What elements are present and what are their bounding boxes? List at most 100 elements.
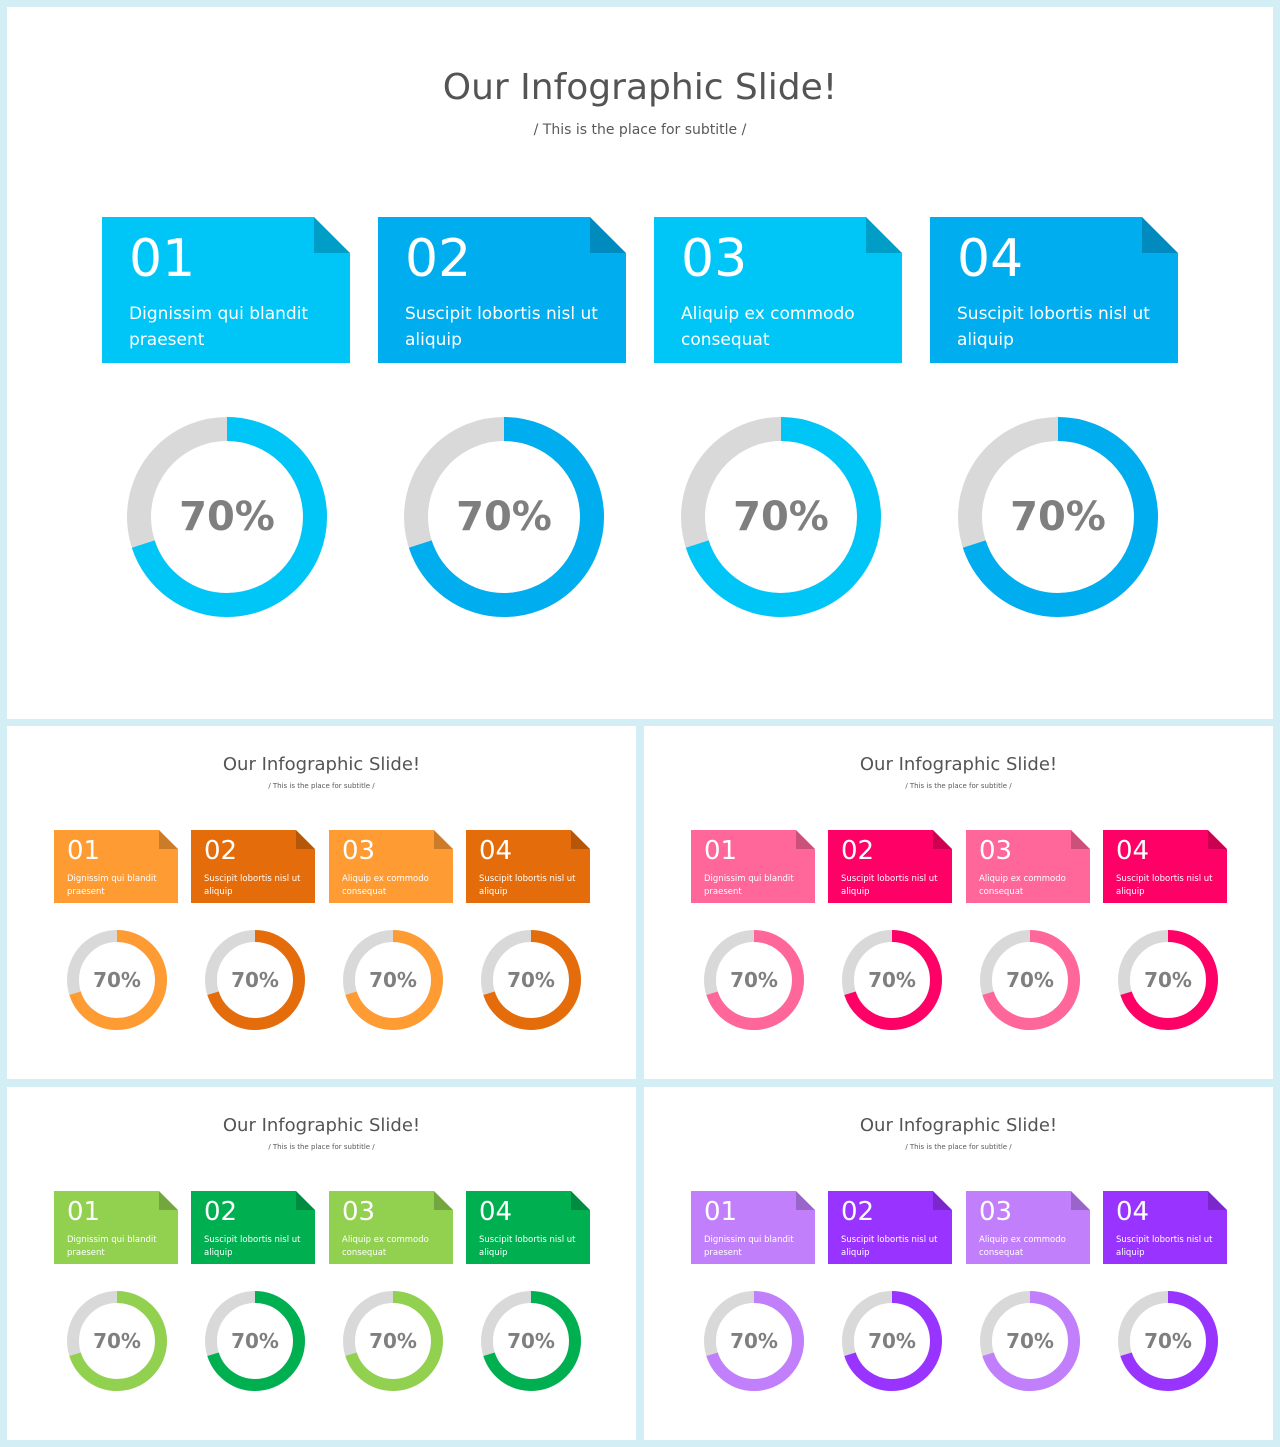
donut-progress-arc bbox=[67, 930, 167, 1030]
info-card-03: 03 Aliquip ex commodo consequat bbox=[329, 830, 453, 903]
donut-percent-label: 70% bbox=[730, 968, 778, 992]
card-number: 03 bbox=[979, 1197, 1013, 1227]
card-number: 02 bbox=[841, 1197, 875, 1227]
donut-svg: 70% bbox=[343, 1291, 443, 1391]
donut-percent-label: 70% bbox=[369, 1329, 417, 1353]
donut-chart-02: 70% bbox=[203, 1289, 307, 1393]
card-caption: Suscipit lobortis nisl ut aliquip bbox=[479, 1235, 576, 1258]
slide-pink: Our Infographic Slide! / This is the plac… bbox=[644, 726, 1273, 1079]
page-fold-corner bbox=[1208, 830, 1227, 849]
donut-chart-03: 70% bbox=[978, 928, 1082, 1032]
card-caption: Aliquip ex commodo consequat bbox=[681, 304, 855, 350]
slide-title: Our Infographic Slide! bbox=[222, 1115, 421, 1136]
card-caption: Suscipit lobortis nisl ut aliquip bbox=[405, 304, 598, 350]
donut-svg: 70% bbox=[980, 930, 1080, 1030]
slide-title: Our Infographic Slide! bbox=[859, 754, 1058, 775]
page-fold-corner bbox=[796, 830, 815, 849]
slide-purple: Our Infographic Slide! / This is the plac… bbox=[644, 1087, 1273, 1440]
page-fold-corner bbox=[1208, 1191, 1227, 1210]
donut-percent-label: 70% bbox=[507, 968, 555, 992]
donut-svg: 70% bbox=[681, 417, 881, 617]
page-fold-corner bbox=[314, 217, 350, 253]
donut-svg: 70% bbox=[481, 930, 581, 1030]
slide-title: Our Infographic Slide! bbox=[859, 1115, 1058, 1136]
donut-chart-04: 70% bbox=[479, 1289, 583, 1393]
page-fold-corner bbox=[159, 1191, 178, 1210]
donut-chart-03: 70% bbox=[978, 1289, 1082, 1393]
donut-progress-arc bbox=[704, 1291, 804, 1391]
card-caption: Suscipit lobortis nisl ut aliquip bbox=[479, 874, 576, 897]
info-card-03: 03 Aliquip ex commodo consequat bbox=[654, 217, 902, 363]
donut-svg: 70% bbox=[343, 930, 443, 1030]
card-caption: Dignissim qui blandit praesent bbox=[67, 1235, 157, 1258]
donut-svg: 70% bbox=[842, 930, 942, 1030]
donut-svg: 70% bbox=[205, 930, 305, 1030]
card-number: 01 bbox=[67, 1197, 101, 1227]
info-card-03: 03 Aliquip ex commodo consequat bbox=[329, 1191, 453, 1264]
donut-progress-arc bbox=[481, 930, 581, 1030]
slide-subtitle: / This is the place for subtitle / bbox=[268, 782, 375, 790]
donut-percent-label: 70% bbox=[1006, 1329, 1054, 1353]
donut-progress-arc bbox=[404, 417, 604, 617]
info-card-01: 01 Dignissim qui blandit praesent bbox=[54, 1191, 178, 1264]
card-number: 04 bbox=[1116, 1197, 1150, 1227]
slide-green: Our Infographic Slide! / This is the plac… bbox=[7, 1087, 636, 1440]
card-number: 02 bbox=[405, 229, 472, 289]
card-number: 01 bbox=[704, 1197, 738, 1227]
card-caption: Aliquip ex commodo consequat bbox=[979, 1235, 1066, 1258]
card-caption: Suscipit lobortis nisl ut aliquip bbox=[841, 1235, 938, 1258]
donut-percent-label: 70% bbox=[369, 968, 417, 992]
card-caption: Suscipit lobortis nisl ut aliquip bbox=[1116, 874, 1213, 897]
donut-progress-arc bbox=[1118, 1291, 1218, 1391]
info-card-02: 02 Suscipit lobortis nisl ut aliquip bbox=[828, 1191, 952, 1264]
slide-subtitle: / This is the place for subtitle / bbox=[533, 122, 747, 138]
info-card-04: 04 Suscipit lobortis nisl ut aliquip bbox=[1103, 830, 1227, 903]
card-caption: Suscipit lobortis nisl ut aliquip bbox=[957, 304, 1150, 350]
donut-percent-label: 70% bbox=[1010, 494, 1106, 540]
slide-subtitle: / This is the place for subtitle / bbox=[268, 1143, 375, 1151]
card-number: 02 bbox=[841, 836, 875, 866]
donut-percent-label: 70% bbox=[1144, 1329, 1192, 1353]
donut-chart-03: 70% bbox=[679, 415, 883, 619]
donut-percent-label: 70% bbox=[179, 494, 275, 540]
card-number: 01 bbox=[704, 836, 738, 866]
card-number: 03 bbox=[342, 836, 376, 866]
donut-chart-04: 70% bbox=[1116, 1289, 1220, 1393]
card-caption: Suscipit lobortis nisl ut aliquip bbox=[204, 1235, 301, 1258]
donut-progress-arc bbox=[127, 417, 327, 617]
donut-chart-01: 70% bbox=[65, 928, 169, 1032]
card-number: 01 bbox=[129, 229, 196, 289]
donut-progress-arc bbox=[842, 930, 942, 1030]
donut-progress-arc bbox=[842, 1291, 942, 1391]
donut-progress-arc bbox=[481, 1291, 581, 1391]
donut-percent-label: 70% bbox=[1144, 968, 1192, 992]
donut-svg: 70% bbox=[704, 930, 804, 1030]
donut-percent-label: 70% bbox=[507, 1329, 555, 1353]
card-number: 04 bbox=[479, 1197, 513, 1227]
donut-chart-01: 70% bbox=[702, 928, 806, 1032]
page-fold-corner bbox=[1071, 830, 1090, 849]
donut-progress-arc bbox=[1118, 930, 1218, 1030]
donut-progress-arc bbox=[681, 417, 881, 617]
donut-progress-arc bbox=[704, 930, 804, 1030]
page-fold-corner bbox=[434, 830, 453, 849]
donut-svg: 70% bbox=[1118, 1291, 1218, 1391]
card-caption: Dignissim qui blandit praesent bbox=[129, 304, 309, 350]
card-number: 04 bbox=[479, 836, 513, 866]
donut-svg: 70% bbox=[958, 417, 1158, 617]
slide-subtitle: / This is the place for subtitle / bbox=[905, 1143, 1012, 1151]
donut-chart-01: 70% bbox=[125, 415, 329, 619]
donut-chart-03: 70% bbox=[341, 1289, 445, 1393]
donut-svg: 70% bbox=[842, 1291, 942, 1391]
donut-progress-arc bbox=[980, 930, 1080, 1030]
info-card-03: 03 Aliquip ex commodo consequat bbox=[966, 1191, 1090, 1264]
slide-subtitle: / This is the place for subtitle / bbox=[905, 782, 1012, 790]
donut-progress-arc bbox=[343, 930, 443, 1030]
donut-chart-01: 70% bbox=[65, 1289, 169, 1393]
page-fold-corner bbox=[1142, 217, 1178, 253]
donut-chart-01: 70% bbox=[702, 1289, 806, 1393]
card-caption: Dignissim qui blandit praesent bbox=[67, 874, 157, 897]
donut-percent-label: 70% bbox=[868, 1329, 916, 1353]
donut-percent-label: 70% bbox=[231, 1329, 279, 1353]
slide-blue: Our Infographic Slide! / This is the plac… bbox=[7, 7, 1273, 719]
